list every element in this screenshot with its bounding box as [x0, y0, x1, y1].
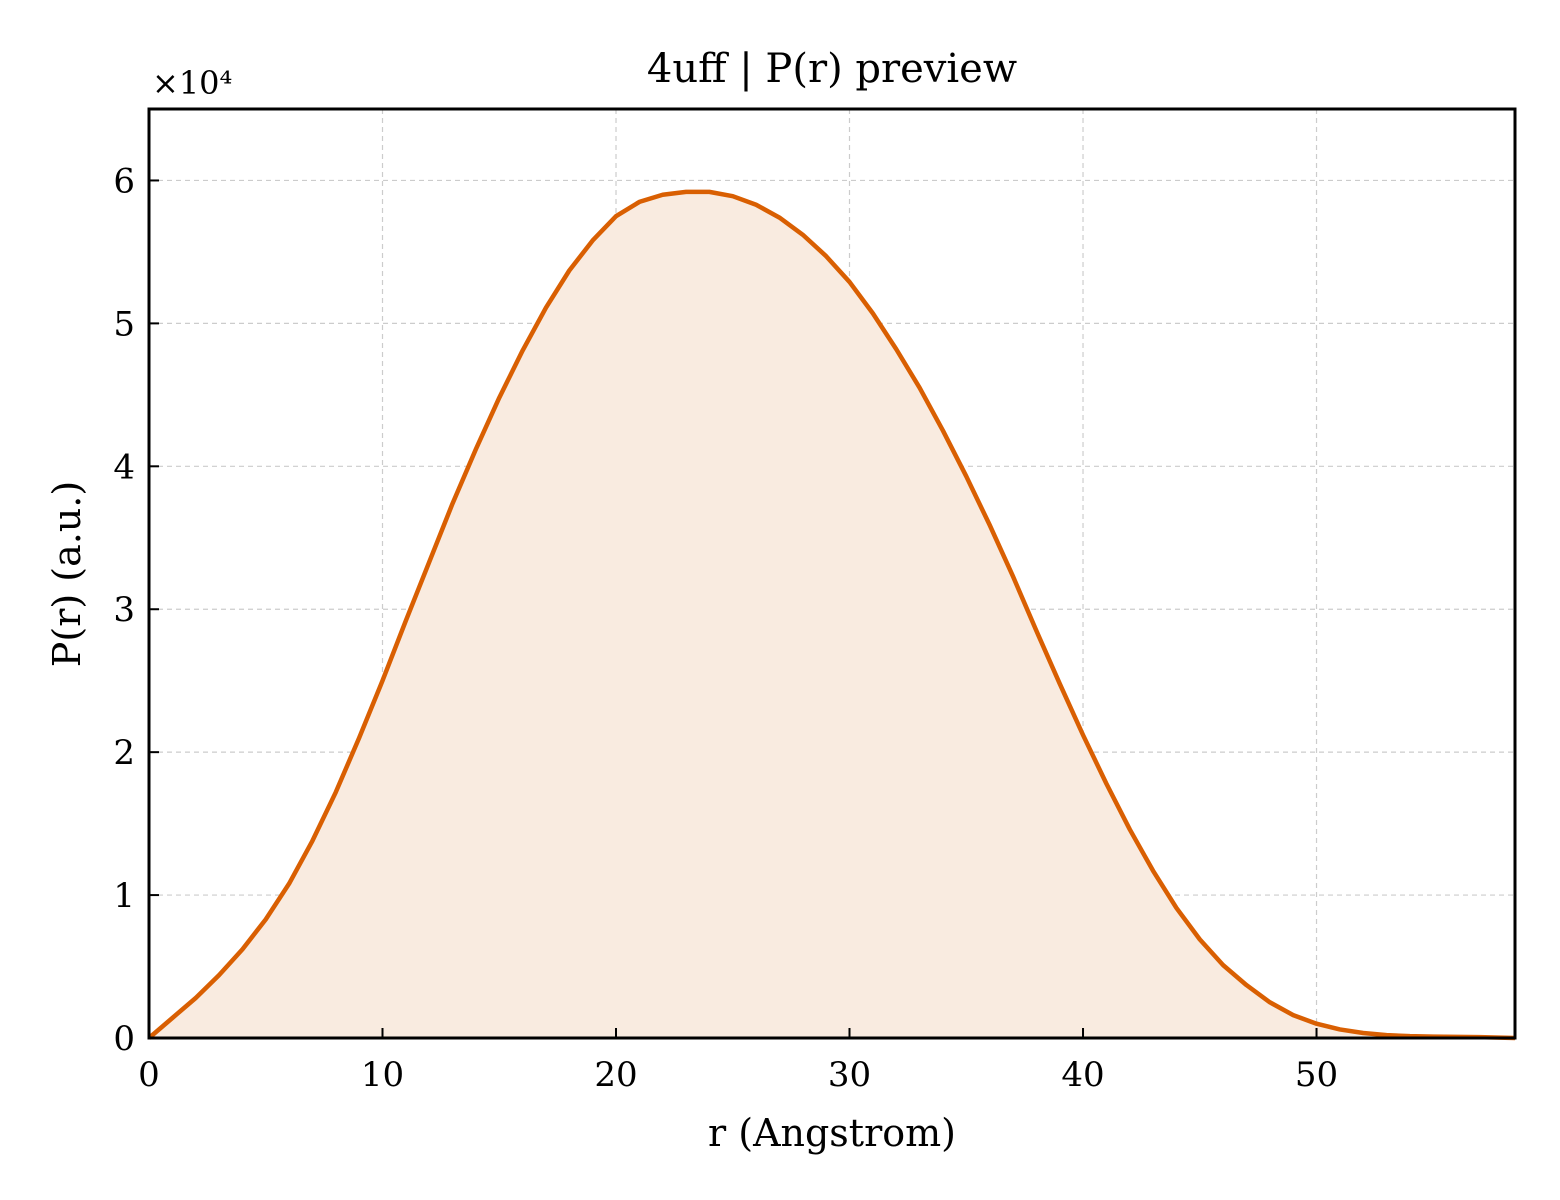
- y-tick-label: 4: [113, 447, 135, 487]
- x-tick-label: 30: [828, 1055, 871, 1095]
- y-axis-label: P(r) (a.u.): [45, 481, 89, 667]
- x-axis-label: r (Angstrom): [708, 1111, 956, 1155]
- y-tick-label: 2: [113, 733, 135, 773]
- y-tick-label: 0: [113, 1019, 135, 1059]
- ticks: 0 10 20 30 40 50 0 1 2 3 4 5 6: [113, 161, 1338, 1095]
- x-tick-label: 20: [594, 1055, 637, 1095]
- series-line: [147, 189, 1516, 1041]
- chart-title: 4uff | P(r) preview: [647, 46, 1017, 92]
- x-tick-label: 10: [361, 1055, 404, 1095]
- area-fill: [149, 191, 1515, 1038]
- y-tick-label: 5: [113, 304, 135, 344]
- x-tick-label: 50: [1295, 1055, 1338, 1095]
- y-tick-label: 6: [113, 161, 135, 201]
- y-tick-label: 3: [113, 590, 135, 630]
- y-tick-label: 1: [113, 876, 135, 916]
- x-tick-label: 40: [1061, 1055, 1104, 1095]
- y-offset-label: ×10⁴: [152, 64, 232, 102]
- x-tick-label: 0: [138, 1055, 160, 1095]
- plot-frame: [147, 107, 1517, 1040]
